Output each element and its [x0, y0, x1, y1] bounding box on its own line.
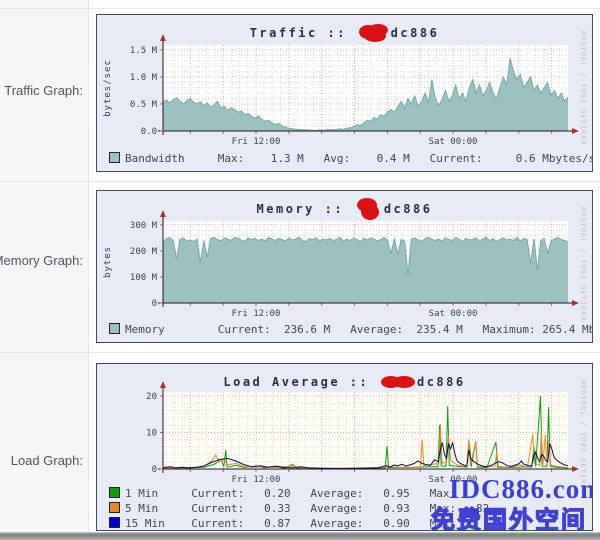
svg-text:Sat 00:00: Sat 00:00 — [429, 309, 478, 319]
svg-text:Sat 00:00: Sat 00:00 — [429, 475, 478, 485]
row-divider — [0, 8, 600, 9]
legend-row: Bandwidth Max: 1.3 M Avg: 0.4 M Current:… — [109, 149, 593, 165]
sidebar-label-load-graph: Load Graph: — [10, 453, 83, 468]
redaction-scribble — [358, 24, 388, 42]
redaction-scribble — [380, 376, 415, 388]
graph-title-text: Load Average :: — [223, 375, 370, 389]
memory-legend: Memory Current: 236.6 M Average: 235.4 M… — [109, 320, 593, 336]
svg-text:0.5 M: 0.5 M — [130, 100, 158, 110]
svg-text:20: 20 — [146, 392, 157, 402]
legend-swatch — [109, 487, 120, 498]
svg-text:300 M: 300 M — [130, 221, 158, 231]
legend-row: 5 Min Current: 0.33 Average: 0.93 Max: 8… — [109, 499, 590, 515]
row-divider — [0, 352, 600, 353]
legend-swatch — [109, 502, 120, 513]
watermark-chinese: 免费国外空间 — [430, 506, 587, 531]
legend-text: 1 Min Current: 0.20 Average: 0.95 Max: — [125, 487, 496, 500]
rrdtool-credit: RRDTOOL / TOBI OETIKER — [579, 207, 587, 322]
redaction-scribble — [356, 198, 379, 220]
svg-text:bytes: bytes — [103, 246, 113, 278]
sidebar: Traffic Graph: Memory Graph: Load Graph: — [0, 0, 89, 532]
svg-text:0.0: 0.0 — [141, 127, 157, 137]
legend-text: Memory Current: 236.6 M Average: 235.4 M… — [125, 323, 593, 336]
traffic-graph-title: Traffic :: dc886 — [97, 22, 592, 44]
legend-text: 5 Min Current: 0.33 Average: 0.93 Max: 8… — [125, 502, 496, 515]
memory-chart-plot: 0 100 M 200 M 300 M Fri 12:00 Sat 00:00 bytes — [103, 210, 579, 319]
memory-graph-panel[interactable]: 0 100 M 200 M 300 M Fri 12:00 Sat 00:00 bytes … — [96, 190, 593, 343]
legend-row: Memory Current: 236.6 M Average: 235.4 M… — [109, 320, 593, 336]
sidebar-label-memory-graph: Memory Graph: — [0, 253, 83, 268]
svg-text:bytes/sec: bytes/sec — [103, 59, 113, 117]
load-graph-title: Load Average :: dc886 — [97, 371, 592, 393]
graph-title-text: Traffic :: — [249, 26, 347, 40]
svg-text:1.5 M: 1.5 M — [130, 46, 158, 56]
rrdtool-credit: RRDTOOL / TOBI OETIKER — [579, 380, 587, 495]
rrdtool-credit: RRDTOOL / TOBI OETIKER — [579, 31, 587, 146]
legend-text: Bandwidth Max: 1.3 M Avg: 0.4 M Current:… — [125, 152, 593, 165]
graph-title-host: dc886 — [416, 375, 466, 389]
memory-graph-title: Memory :: dc886 — [97, 198, 592, 220]
legend-swatch — [109, 517, 120, 528]
svg-text:200 M: 200 M — [130, 247, 158, 257]
traffic-chart-plot: 0.0 0.5 M 1.0 M 1.5 M Fri 12:00 Sat 00:00 byte… — [103, 34, 579, 147]
svg-text:Fri 12:00: Fri 12:00 — [232, 475, 281, 485]
svg-text:1.0 M: 1.0 M — [130, 73, 158, 83]
horizontal-scrollbar[interactable] — [0, 532, 600, 540]
traffic-graph-panel[interactable]: 0.0 0.5 M 1.0 M 1.5 M Fri 12:00 Sat 00:00 byte… — [96, 14, 593, 172]
legend-row: 15 Min Current: 0.87 Average: 0.90 Max: — [109, 514, 590, 530]
svg-text:10: 10 — [146, 429, 157, 439]
svg-text:Fri 12:00: Fri 12:00 — [232, 137, 281, 147]
watermark-idc886: IDC886.com — [449, 474, 593, 504]
svg-text:0: 0 — [152, 465, 157, 475]
svg-text:Sat 00:00: Sat 00:00 — [429, 137, 478, 147]
legend-row: 1 Min Current: 0.20 Average: 0.95 Max: — [109, 484, 590, 500]
load-chart-plot: 0 10 20 Fri 12:00 Sat 00:00 — [146, 381, 579, 485]
graph-title-text: Memory :: — [256, 202, 345, 216]
svg-text:0: 0 — [152, 299, 157, 309]
traffic-legend: Bandwidth Max: 1.3 M Avg: 0.4 M Current:… — [109, 149, 593, 165]
legend-swatch — [109, 152, 120, 163]
load-legend: 1 Min Current: 0.20 Average: 0.95 Max: 5… — [109, 484, 590, 530]
legend-text: 15 Min Current: 0.87 Average: 0.90 Max: — [125, 517, 496, 530]
legend-swatch — [109, 323, 120, 334]
svg-text:100 M: 100 M — [130, 273, 158, 283]
graph-title-host: dc886 — [390, 26, 440, 40]
graph-title-host: dc886 — [383, 202, 433, 216]
sidebar-label-traffic-graph: Traffic Graph: — [4, 83, 83, 98]
row-divider — [0, 181, 600, 182]
svg-text:Fri 12:00: Fri 12:00 — [232, 309, 281, 319]
